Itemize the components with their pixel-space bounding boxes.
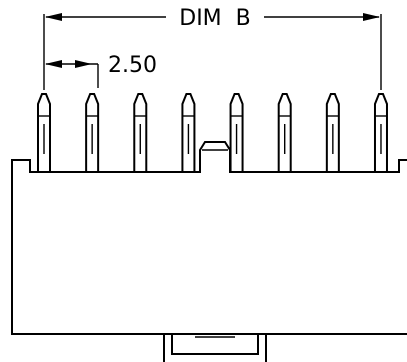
housing-outline xyxy=(11,159,407,335)
dim-b-label: DIM B xyxy=(179,6,251,31)
pitch-arrow-left xyxy=(45,60,62,68)
pitch-label: 2.50 xyxy=(108,53,157,78)
dim-b-arrow-right xyxy=(363,13,380,21)
pin-5 xyxy=(229,93,244,173)
pin-1 xyxy=(37,93,51,173)
pitch-dimension: 2.50 xyxy=(45,53,157,88)
dim-b-dimension: DIM B xyxy=(43,6,382,90)
pitch-arrow-right xyxy=(75,60,92,68)
pin-8 xyxy=(373,93,388,173)
polarization-key xyxy=(199,141,231,173)
latch-outer xyxy=(163,333,267,362)
pin-2 xyxy=(85,93,100,173)
latch-inner xyxy=(171,333,259,355)
bottom-latch xyxy=(163,333,267,362)
connector-housing xyxy=(11,141,407,335)
pins xyxy=(37,93,388,173)
pin-6 xyxy=(277,93,292,173)
pin-4 xyxy=(181,93,196,173)
dim-b-arrow-left xyxy=(45,13,62,21)
pin-7 xyxy=(325,93,340,173)
pin-3 xyxy=(133,93,148,173)
